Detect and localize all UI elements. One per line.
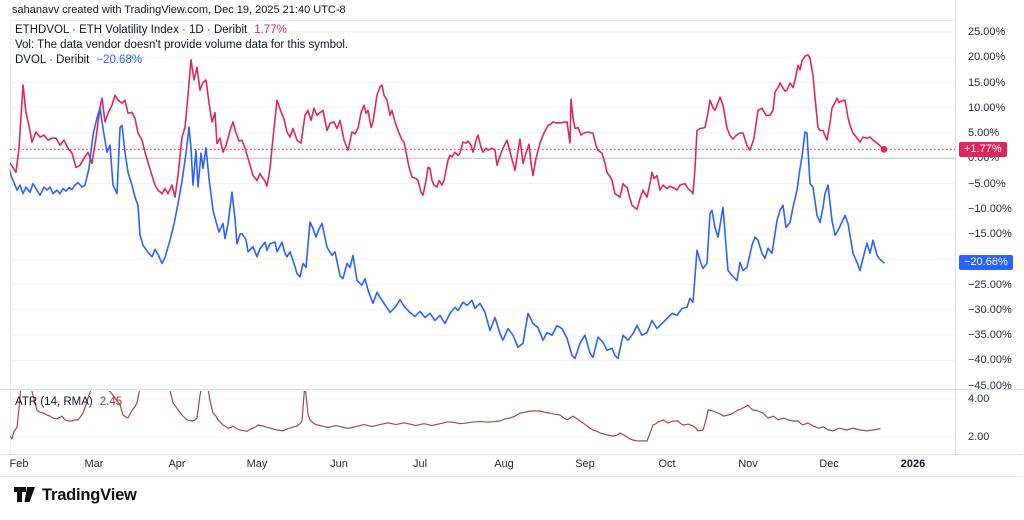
time-tick-label: Sep (575, 458, 595, 470)
dvol-title: DVOL · Deribit (15, 54, 90, 66)
last-price-dot (880, 145, 888, 153)
time-tick-label: May (246, 458, 268, 470)
ethdvol-line (10, 53, 885, 211)
time-tick-label: Apr (168, 458, 186, 470)
price-tick-label: 20.00% (968, 51, 1006, 64)
time-tick-label: Feb (9, 458, 29, 470)
price-tick-label: 15.00% (968, 76, 1006, 89)
legend-dvol-row[interactable]: DVOL · Deribit −20.68% (15, 53, 348, 68)
time-tick-label: Nov (738, 458, 758, 470)
price-tick-label: −35.00% (968, 329, 1012, 342)
dvol-change-value: −20.68% (96, 54, 143, 66)
pane-separator[interactable] (0, 389, 1024, 390)
legend-volume-row: Vol: The data vendor doesn't provide vol… (15, 38, 348, 53)
time-tick-label: Jul (412, 458, 428, 470)
price-tick-label: −25.00% (968, 278, 1012, 291)
dvol-line (10, 107, 885, 360)
tradingview-logo-icon (14, 487, 35, 502)
tradingview-logo-text: TradingView (42, 486, 137, 504)
tradingview-logo[interactable]: TradingView (14, 486, 137, 505)
time-tick-label: Oct (658, 458, 676, 470)
attribution-text: sahanavv created with TradingView.com, D… (12, 4, 346, 16)
chart-frame-top (10, 20, 955, 21)
legend-symbol-row[interactable]: ETHDVOL · ETH Volatility Index · 1D · De… (15, 23, 348, 38)
price-tick-label: −30.00% (968, 303, 1012, 316)
price-scale[interactable]: 25.00% 20.00% 15.00% 10.00% 5.00% 0.00% −5.00%… (955, 0, 1024, 454)
time-tick-label: Jun (330, 458, 348, 470)
price-tick-label: −15.00% (968, 228, 1012, 241)
legend: ETHDVOL · ETH Volatility Index · 1D · De… (15, 23, 348, 68)
last-value-badge: +1.77% (959, 141, 1007, 157)
price-tick-label: −40.00% (968, 354, 1012, 367)
time-scale[interactable]: Feb Mar Apr May Jun Jul Aug Sep Oct Nov Dec 2026 (0, 454, 1023, 477)
legend-atr-row[interactable]: ATR (14, RMA) 2.45 (15, 396, 122, 408)
symbol-title: ETHDVOL · ETH Volatility Index · 1D · De… (15, 24, 248, 36)
price-tick-label: −10.00% (968, 202, 1012, 215)
chart-frame-left (10, 20, 11, 454)
atr-value: 2.45 (99, 396, 123, 408)
volume-warning-text: Vol: The data vendor doesn't provide vol… (15, 39, 349, 51)
price-tick-label: 25.00% (968, 25, 1006, 38)
last-value-badge: −20.68% (959, 255, 1013, 271)
atr-title: ATR (14, RMA) (15, 396, 93, 408)
time-tick-label: Dec (819, 458, 839, 470)
time-tick-label: 2026 (900, 458, 926, 470)
time-tick-label: Aug (494, 458, 514, 470)
atr-line (10, 391, 881, 442)
atr-tick-label: 2.00 (968, 431, 990, 443)
price-tick-label: 5.00% (968, 127, 1000, 140)
price-tick-label: −5.00% (968, 177, 1006, 190)
symbol-change-value: 1.77% (254, 24, 287, 36)
time-tick-label: Mar (84, 458, 104, 470)
price-tick-label: 10.00% (968, 101, 1006, 114)
atr-tick-label: 4.00 (968, 393, 990, 405)
price-tick-label: −45.00% (968, 379, 1012, 392)
